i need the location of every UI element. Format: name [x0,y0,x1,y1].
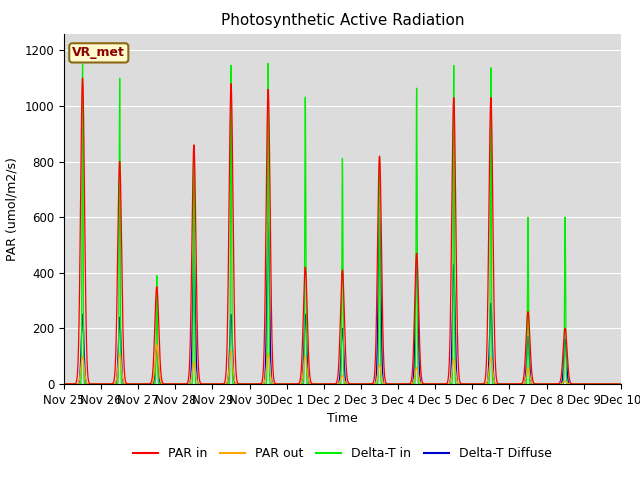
Text: VR_met: VR_met [72,47,125,60]
Legend: PAR in, PAR out, Delta-T in, Delta-T Diffuse: PAR in, PAR out, Delta-T in, Delta-T Dif… [129,443,556,465]
Y-axis label: PAR (umol/m2/s): PAR (umol/m2/s) [6,157,19,261]
Delta-T Diffuse [406,381,414,387]
Line: PAR out: PAR out [64,345,621,384]
Delta-T Diffuse [617,381,625,387]
Delta-T in [60,381,68,387]
Line: Delta-T Diffuse: Delta-T Diffuse [64,217,621,384]
Delta-T in [397,381,404,387]
PAR in [564,362,572,368]
Delta-T in [216,381,223,387]
Delta-T in [179,381,187,387]
PAR in [180,381,188,387]
Delta-T in [617,381,625,387]
PAR in [617,381,625,387]
PAR out [617,381,625,387]
PAR out [180,381,188,387]
Delta-T Diffuse [216,381,223,387]
PAR out [397,381,404,387]
PAR out [153,342,161,348]
PAR in [617,381,625,387]
Delta-T Diffuse [617,381,625,387]
Delta-T in [264,60,272,66]
PAR in [397,381,404,387]
Delta-T Diffuse [564,377,572,383]
PAR in [216,381,223,387]
PAR out [406,381,414,387]
Delta-T in [617,381,625,387]
Delta-T Diffuse [179,381,187,387]
PAR in [406,380,414,386]
PAR out [617,381,625,387]
Delta-T Diffuse [60,381,68,387]
Line: Delta-T in: Delta-T in [64,63,621,384]
Line: PAR in: PAR in [64,78,621,384]
Title: Photosynthetic Active Radiation: Photosynthetic Active Radiation [221,13,464,28]
PAR out [216,381,223,387]
PAR in [60,381,68,387]
PAR in [79,75,86,81]
Delta-T in [564,381,572,387]
Delta-T Diffuse [376,215,383,220]
PAR out [564,381,572,386]
Delta-T in [406,381,414,387]
PAR out [60,381,68,387]
X-axis label: Time: Time [327,412,358,425]
Delta-T Diffuse [397,381,404,387]
